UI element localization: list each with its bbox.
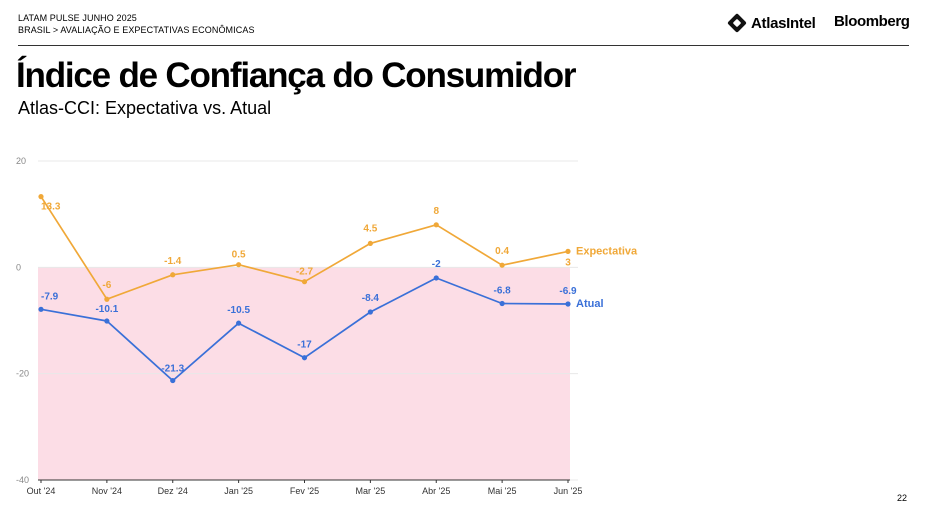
y-tick-label: -40 xyxy=(16,475,29,485)
data-point xyxy=(38,194,44,200)
series-label-atual: Atual xyxy=(576,298,604,310)
header-rule xyxy=(18,45,909,46)
page-number: 22 xyxy=(897,493,908,503)
data-label: -2.7 xyxy=(296,267,314,278)
data-point xyxy=(170,377,176,384)
data-point xyxy=(301,355,308,361)
bloomberg-logo: Bloomberg xyxy=(834,13,910,30)
atlasintel-wordmark: AtlasIntel xyxy=(751,14,816,32)
data-label: -2 xyxy=(432,259,441,270)
data-point xyxy=(367,240,373,247)
data-point xyxy=(104,296,110,302)
data-label: 3 xyxy=(565,257,571,268)
data-point xyxy=(367,309,373,315)
x-tick-label: Out '24 xyxy=(27,486,56,496)
data-point xyxy=(301,279,308,285)
atlasintel-icon xyxy=(727,13,747,33)
data-label: -6.8 xyxy=(494,285,512,296)
data-point xyxy=(38,306,44,312)
data-label: -6.9 xyxy=(559,286,577,297)
data-point xyxy=(236,320,242,326)
data-point xyxy=(104,318,110,324)
data-label: -17 xyxy=(297,340,312,351)
x-tick-label: Mar '25 xyxy=(356,486,386,496)
page-title: Índice de Confiança do Consumidor xyxy=(16,56,577,95)
data-label: -8.4 xyxy=(362,293,380,304)
x-tick-label: Abr '25 xyxy=(422,486,450,496)
header-line-2: BRASIL > AVALIAÇÃO E EXPECTATIVAS ECONÔM… xyxy=(18,25,255,35)
y-tick-label: -20 xyxy=(16,369,29,379)
data-label: -10.1 xyxy=(95,304,118,315)
data-label: -6 xyxy=(102,280,111,291)
x-tick-label: Jun '25 xyxy=(554,486,583,496)
x-tick-label: Nov '24 xyxy=(92,486,122,496)
data-label: 0.4 xyxy=(495,246,509,257)
atlasintel-logo: AtlasIntel xyxy=(727,13,816,33)
x-tick-label: Fev '25 xyxy=(290,486,319,496)
data-point xyxy=(236,262,242,268)
data-point xyxy=(565,248,571,254)
y-tick-label: 20 xyxy=(16,156,26,166)
x-tick-label: Jan '25 xyxy=(224,486,253,496)
data-label: -7.9 xyxy=(41,291,59,302)
data-point xyxy=(499,300,505,307)
x-tick-label: Dez '24 xyxy=(158,486,188,496)
data-label: -1.4 xyxy=(164,256,182,267)
data-label: 8 xyxy=(433,206,439,217)
data-point xyxy=(499,262,505,268)
data-point xyxy=(433,222,439,228)
data-label: 0.5 xyxy=(232,250,246,261)
page-subtitle: Atlas-CCI: Expectativa vs. Atual xyxy=(18,98,272,118)
data-label: 13.3 xyxy=(41,202,61,213)
x-tick-label: Mai '25 xyxy=(488,486,517,496)
data-point xyxy=(565,301,571,307)
data-point xyxy=(170,272,176,278)
data-label: -10.5 xyxy=(227,305,250,316)
data-label: 4.5 xyxy=(363,223,377,234)
y-tick-label: 0 xyxy=(16,262,21,272)
series-label-expectativa: Expectativa xyxy=(576,245,638,257)
header-line-1: LATAM PULSE JUNHO 2025 xyxy=(18,13,137,23)
data-point xyxy=(433,275,439,281)
data-label: -21.3 xyxy=(161,364,184,375)
